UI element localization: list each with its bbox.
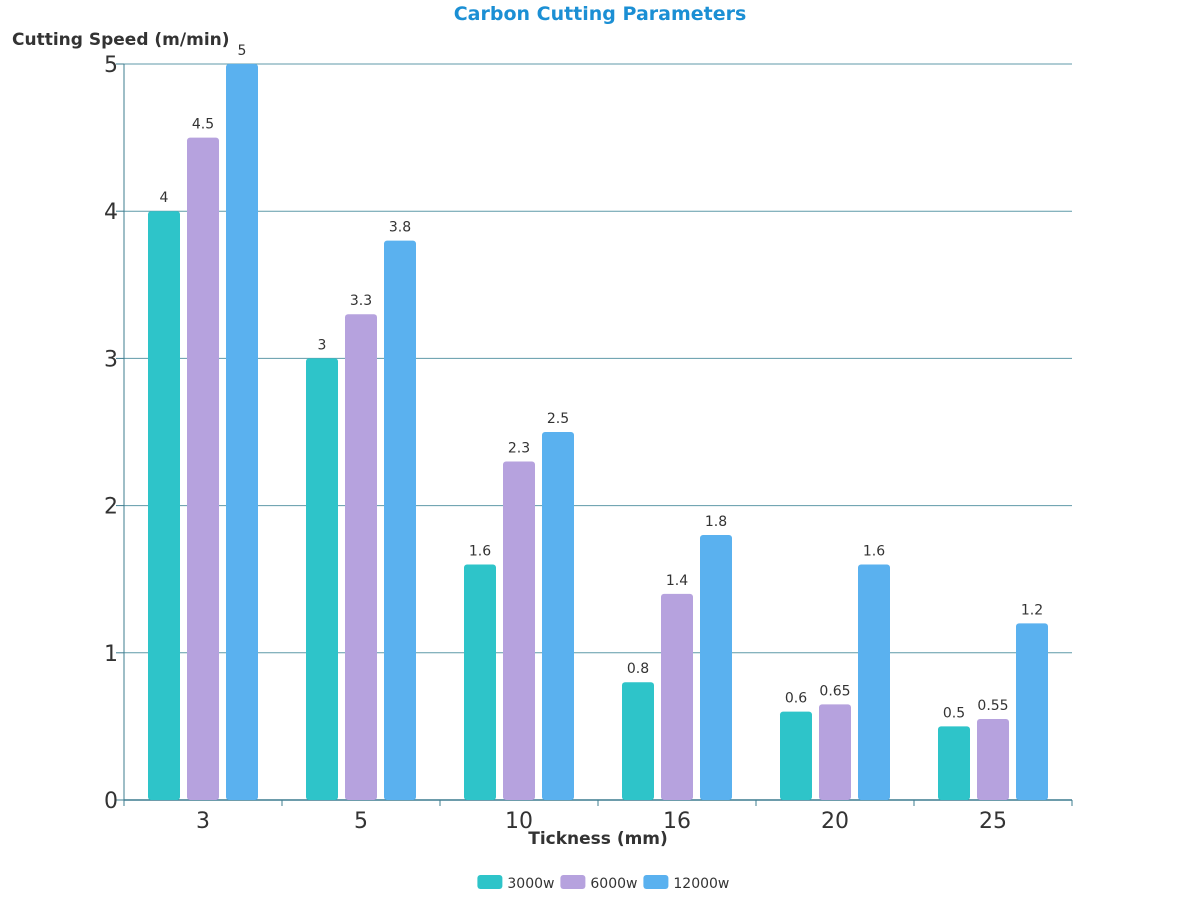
bar-6000w-20[interactable] <box>819 704 851 800</box>
bar-3000w-16[interactable] <box>622 682 654 800</box>
legend[interactable]: 3000w 6000w 12000w <box>477 875 729 892</box>
legend-item-6000w[interactable]: 6000w <box>560 875 637 892</box>
bar-12000w-25[interactable] <box>1016 623 1048 800</box>
bar-12000w-5[interactable] <box>384 240 416 800</box>
legend-swatch <box>477 875 503 889</box>
data-label: 5 <box>238 43 247 59</box>
data-label: 2.5 <box>547 411 569 427</box>
bar-12000w-10[interactable] <box>542 432 574 800</box>
bar-12000w-3[interactable] <box>226 64 258 800</box>
data-label: 1.6 <box>863 543 885 559</box>
bar-6000w-16[interactable] <box>661 593 693 800</box>
bar-3000w-3[interactable] <box>148 211 180 800</box>
y-tick-label: 4 <box>104 200 118 225</box>
legend-swatch <box>643 875 669 889</box>
data-label: 0.55 <box>977 698 1008 714</box>
data-label: 3 <box>318 337 327 353</box>
x-tick-label: 20 <box>821 809 849 834</box>
legend-swatch <box>560 875 586 889</box>
legend-item-12000w[interactable]: 12000w <box>643 875 729 892</box>
data-label: 0.65 <box>819 683 850 699</box>
legend-item-3000w[interactable]: 3000w <box>477 875 554 892</box>
data-label: 4.5 <box>192 117 214 133</box>
x-tick-label: 25 <box>979 809 1007 834</box>
data-label: 1.2 <box>1021 602 1043 618</box>
gridlines <box>124 63 1072 654</box>
data-label: 0.8 <box>627 661 649 677</box>
bar-3000w-5[interactable] <box>306 358 338 800</box>
y-tick-label: 2 <box>104 495 118 520</box>
x-tick-label: 10 <box>505 809 533 834</box>
y-tick-label: 0 <box>104 789 118 814</box>
bar-3000w-10[interactable] <box>464 564 496 800</box>
axes: 0 1 2 3 4 5 3 5 10 16 20 25 <box>104 53 1073 834</box>
legend-label: 3000w <box>507 876 554 892</box>
y-axis-title: Cutting Speed (m/min) <box>12 30 230 50</box>
x-axis-title: Tickness (mm) <box>528 829 668 849</box>
bar-6000w-3[interactable] <box>187 137 219 801</box>
legend-label: 12000w <box>673 876 729 892</box>
bar-12000w-16[interactable] <box>700 535 732 800</box>
y-tick-label: 3 <box>104 347 118 372</box>
y-tick-label: 1 <box>104 642 118 667</box>
bar-12000w-20[interactable] <box>858 564 890 800</box>
bar-3000w-20[interactable] <box>780 711 812 800</box>
bars <box>148 64 1048 801</box>
bar-6000w-5[interactable] <box>345 314 377 800</box>
legend-label: 6000w <box>590 876 637 892</box>
x-tick-label: 16 <box>663 809 691 834</box>
data-label: 2.3 <box>508 440 530 456</box>
bar-6000w-10[interactable] <box>503 461 535 800</box>
x-tick-label: 3 <box>196 809 210 834</box>
data-label: 1.4 <box>666 573 688 589</box>
data-label: 1.8 <box>705 514 727 530</box>
data-labels: 4 4.5 5 3 3.3 3.8 1.6 2.3 2.5 0.8 1.4 1.8 0.6 0.65 1.6… <box>160 43 1044 721</box>
data-label: 0.5 <box>943 705 965 721</box>
data-label: 3.8 <box>389 220 411 236</box>
data-label: 3.3 <box>350 293 372 309</box>
x-tick-label: 5 <box>354 809 368 834</box>
chart-title: Carbon Cutting Parameters <box>454 3 747 25</box>
y-tick-label: 5 <box>104 53 118 78</box>
data-label: 0.6 <box>785 691 807 707</box>
data-label: 4 <box>160 190 169 206</box>
bar-3000w-25[interactable] <box>938 726 970 800</box>
data-label: 1.6 <box>469 543 491 559</box>
bar-6000w-25[interactable] <box>977 719 1009 800</box>
